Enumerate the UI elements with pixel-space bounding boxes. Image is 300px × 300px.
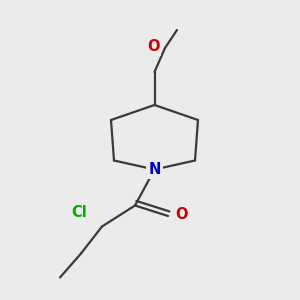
- Text: Cl: Cl: [72, 205, 87, 220]
- Text: O: O: [147, 39, 159, 54]
- Text: N: N: [148, 162, 161, 177]
- Text: O: O: [175, 207, 188, 222]
